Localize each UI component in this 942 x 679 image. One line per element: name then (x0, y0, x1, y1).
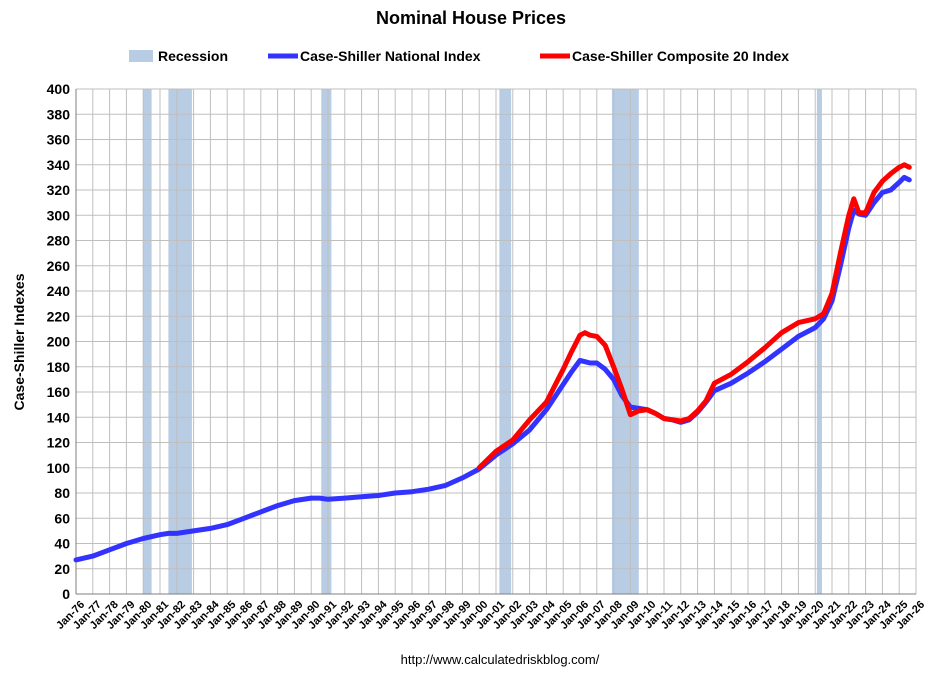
y-tick-label: 0 (62, 586, 70, 602)
y-tick-label: 260 (47, 258, 71, 274)
chart-title: Nominal House Prices (376, 8, 566, 28)
y-tick-label: 40 (54, 536, 70, 552)
series-lines (73, 162, 912, 563)
y-tick-label: 300 (47, 207, 71, 223)
y-tick-label: 160 (47, 384, 71, 400)
y-tick-label: 280 (47, 233, 71, 249)
y-axis-label: Case-Shiller Indexes (11, 273, 27, 410)
y-tick-label: 240 (47, 283, 71, 299)
series-composite-line (476, 162, 912, 471)
y-tick-label: 400 (47, 81, 71, 97)
y-tick-labels: 0 20 40 60 80 100 120 140 160 180 200 220 240 260 280 3… (47, 81, 71, 602)
y-tick-label: 120 (47, 435, 71, 451)
y-tick-label: 220 (47, 308, 71, 324)
series-national-line (73, 174, 912, 563)
y-tick-label: 320 (47, 182, 71, 198)
y-tick-label: 140 (47, 409, 71, 425)
legend-recession-label: Recession (158, 48, 228, 64)
y-tick-label: 100 (47, 460, 71, 476)
legend-recession-swatch (129, 50, 153, 62)
y-tick-label: 200 (47, 334, 71, 350)
x-tick-labels: Jan-76Jan-77Jan-78Jan-79Jan-80Jan-81Jan-… (54, 598, 927, 632)
legend-national-label: Case-Shiller National Index (300, 48, 481, 64)
y-tick-label: 20 (54, 561, 70, 577)
source-url: http://www.calculatedriskblog.com/ (401, 652, 600, 667)
legend-composite-label: Case-Shiller Composite 20 Index (572, 48, 789, 64)
y-tick-label: 380 (47, 106, 71, 122)
gridlines (75, 88, 917, 595)
y-tick-label: 340 (47, 157, 71, 173)
y-tick-label: 80 (54, 485, 70, 501)
y-tick-label: 360 (47, 132, 71, 148)
axes (75, 89, 916, 595)
y-tick-label: 60 (54, 510, 70, 526)
y-tick-label: 180 (47, 359, 71, 375)
legend: Recession Case-Shiller National Index Ca… (129, 48, 789, 64)
